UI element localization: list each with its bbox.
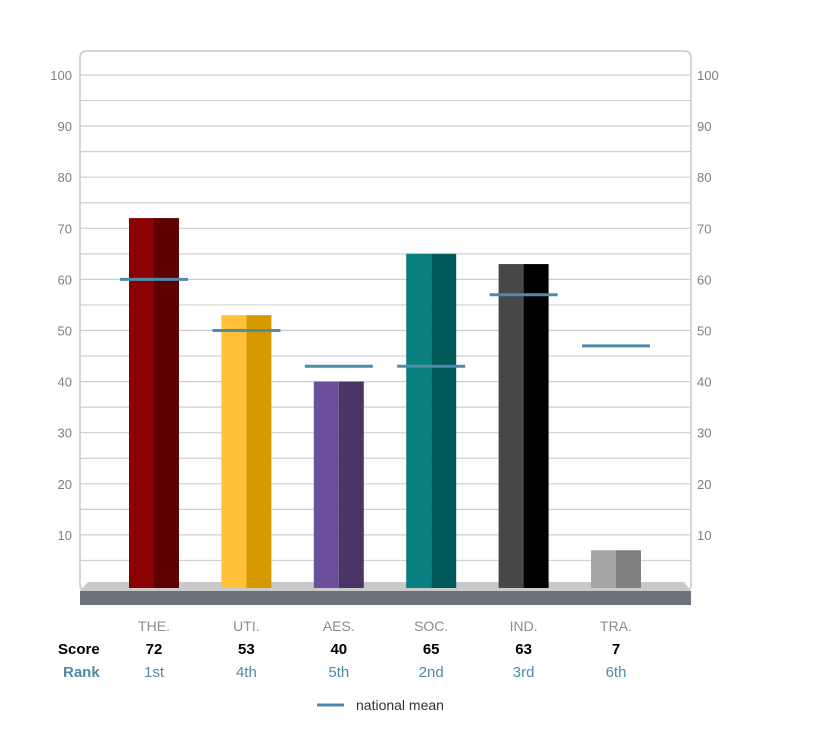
category-label: SOC.: [414, 618, 448, 634]
bar-face-right: [616, 550, 641, 588]
bar-face-left: [406, 253, 432, 588]
bar-the: [129, 218, 179, 588]
score-value: 63: [515, 641, 532, 658]
right-tick-label: 10: [697, 528, 711, 543]
right-axis-ticks: 10 20 30 40 50 60 70 80 90 100: [697, 68, 719, 543]
bars: [129, 218, 641, 588]
category-label: THE.: [138, 618, 170, 634]
rank-value: 1st: [144, 664, 165, 681]
left-tick-label: 30: [58, 426, 72, 441]
score-value: 40: [330, 641, 347, 658]
left-tick-label: 10: [58, 528, 72, 543]
category-label: UTI.: [233, 618, 259, 634]
left-tick-label: 70: [58, 221, 72, 236]
bar-face-left: [498, 264, 524, 588]
rank-row-label: Rank: [63, 664, 100, 681]
right-tick-label: 80: [697, 170, 711, 185]
rank-value: 2nd: [419, 664, 444, 681]
bar-face-right: [431, 253, 457, 588]
left-tick-label: 20: [58, 477, 72, 492]
category-label: IND.: [510, 618, 538, 634]
score-value: 65: [423, 641, 440, 658]
score-value: 72: [146, 641, 163, 658]
bar-ind: [498, 264, 549, 588]
left-tick-label: 60: [58, 272, 72, 287]
legend: national mean: [317, 697, 444, 713]
bar-uti: [221, 315, 272, 588]
bar-face-left: [313, 381, 339, 588]
score-value: 7: [612, 641, 620, 658]
left-axis-ticks: 10 20 30 40 50 60 70 80 90 100: [50, 68, 72, 543]
rank-value: 4th: [236, 664, 257, 681]
left-tick-label: 100: [50, 68, 72, 83]
rank-value: 5th: [328, 664, 349, 681]
bar-tra: [591, 550, 641, 588]
category-label: AES.: [323, 618, 355, 634]
left-tick-label: 90: [58, 119, 72, 134]
bar-soc: [406, 253, 457, 588]
score-row-label: Score: [58, 641, 100, 658]
right-tick-label: 70: [697, 221, 711, 236]
right-tick-label: 90: [697, 119, 711, 134]
score-value: 53: [238, 641, 255, 658]
left-tick-label: 40: [58, 375, 72, 390]
right-tick-label: 60: [697, 272, 711, 287]
score-values: 72 53 40 65 63 7: [146, 641, 621, 658]
bar-face-right: [523, 264, 549, 588]
bar-face-right: [154, 218, 179, 588]
right-tick-label: 50: [697, 324, 711, 339]
chart-base: [80, 591, 691, 605]
national-mean-markers: [120, 277, 650, 368]
bar-face-left: [221, 315, 247, 588]
right-tick-label: 20: [697, 477, 711, 492]
right-tick-label: 40: [697, 375, 711, 390]
right-tick-label: 30: [697, 426, 711, 441]
legend-mean-label: national mean: [356, 697, 444, 713]
bar-face-left: [129, 218, 154, 588]
bar-face-left: [591, 550, 616, 588]
bar-aes: [313, 381, 364, 588]
category-label: TRA.: [600, 618, 632, 634]
bar-face-right: [338, 381, 364, 588]
rank-value: 6th: [606, 664, 627, 681]
right-tick-label: 100: [697, 68, 719, 83]
rank-values: 1st 4th 5th 2nd 3rd 6th: [144, 664, 626, 681]
rank-value: 3rd: [513, 664, 535, 681]
left-tick-label: 80: [58, 170, 72, 185]
left-tick-label: 50: [58, 324, 72, 339]
category-labels: THE. UTI. AES. SOC. IND. TRA.: [138, 618, 632, 634]
bar-face-right: [246, 315, 272, 588]
